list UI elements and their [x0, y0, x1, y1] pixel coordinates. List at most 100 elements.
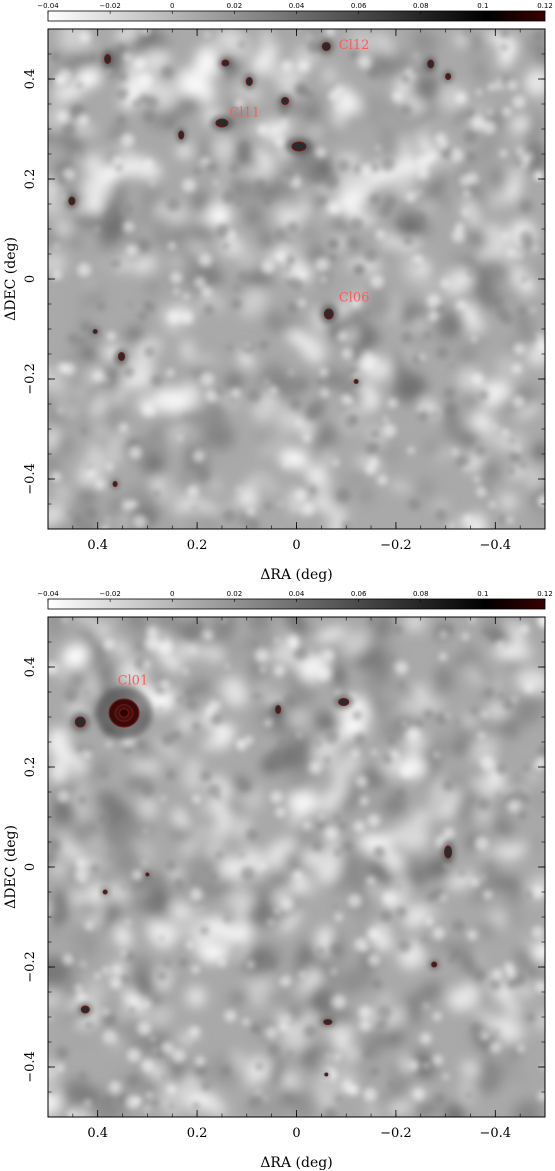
texture-dot [371, 356, 378, 363]
cluster-label: Cl12 [339, 38, 370, 53]
source-3 [273, 701, 283, 718]
texture-dot [356, 775, 368, 788]
texture-dot [478, 390, 489, 401]
texture-dot [150, 181, 155, 187]
source-contour [291, 141, 307, 152]
colorbar-tick-label: −0.02 [99, 2, 120, 10]
texture-dot [351, 749, 360, 758]
texture-dot [62, 617, 69, 623]
texture-dot [247, 389, 261, 403]
noise-blob [338, 696, 365, 716]
texture-dot [463, 129, 478, 144]
noise-blob [247, 658, 266, 680]
texture-dot [382, 423, 397, 438]
noise-blob [326, 783, 347, 805]
texture-dot [231, 299, 242, 310]
texture-dot [146, 626, 158, 638]
texture-dot [262, 1095, 268, 1101]
texture-dot [106, 331, 117, 341]
texture-dot [398, 680, 405, 688]
noise-blob [526, 342, 545, 367]
texture-dot [202, 630, 214, 641]
noise-blob [136, 797, 158, 821]
noise-blob [154, 736, 182, 763]
texture-dot [84, 690, 90, 695]
texture-dot [123, 744, 133, 755]
texture-dot [285, 278, 293, 287]
texture-dot [315, 147, 327, 158]
noise-blob [183, 407, 205, 426]
texture-dot [274, 908, 280, 914]
texture-dot [159, 639, 174, 654]
texture-dot [517, 306, 527, 316]
texture-dot [57, 174, 68, 185]
texture-dot [369, 457, 379, 467]
texture-dot [341, 348, 353, 360]
texture-dot [455, 300, 467, 311]
texture-dot [289, 398, 302, 411]
noise-blob [522, 937, 535, 950]
texture-dot [519, 199, 533, 213]
texture-dot [391, 90, 404, 103]
texture-dot [285, 255, 296, 265]
texture-dot [259, 666, 267, 673]
texture-dot [295, 514, 300, 519]
texture-dot [167, 241, 177, 250]
noise-blob [160, 653, 183, 672]
texture-dot [165, 860, 176, 872]
texture-dot [144, 346, 155, 358]
texture-dot [286, 302, 299, 314]
noise-blob [140, 184, 165, 209]
noise-blob [391, 354, 409, 386]
noise-blob [335, 92, 361, 116]
y-tick-label: −0.4 [23, 463, 38, 495]
texture-dot [247, 960, 255, 969]
noise-blob [462, 715, 476, 728]
texture-dot [363, 1087, 377, 1102]
texture-dot [74, 868, 88, 883]
texture-dot [367, 814, 381, 827]
noise-blob [525, 466, 543, 490]
source-15 [352, 377, 360, 386]
noise-blob [175, 641, 202, 659]
texture-dot [263, 198, 272, 206]
noise-blob [126, 957, 156, 990]
texture-dot [247, 519, 260, 529]
noise-blob [386, 852, 404, 874]
texture-dot [473, 476, 481, 483]
texture-dot [118, 72, 127, 82]
texture-dot [328, 202, 341, 215]
texture-dot [297, 85, 309, 97]
texture-dot [106, 463, 114, 471]
texture-dot [306, 90, 315, 99]
texture-dot [507, 467, 515, 475]
source-10 [320, 1017, 336, 1027]
texture-dot [80, 961, 86, 967]
source-contour [102, 889, 108, 895]
noise-blob [184, 705, 211, 720]
source-1 [95, 686, 153, 740]
texture-dot [523, 764, 530, 772]
noise-blob [97, 233, 118, 248]
x-tick-label: 0.4 [87, 1126, 108, 1141]
texture-dot [173, 288, 180, 295]
texture-dot [207, 783, 222, 798]
texture-dot [377, 474, 388, 486]
noise-blob [78, 692, 90, 706]
texture-dot [103, 1013, 117, 1026]
noise-blob [320, 66, 337, 84]
noise-blob [227, 178, 256, 193]
x-tick-label: 0 [292, 538, 300, 553]
texture-dot [297, 60, 310, 72]
noise-blob [363, 286, 390, 310]
noise-blob [477, 132, 498, 165]
noise-blob [220, 29, 251, 59]
noise-blob [66, 923, 94, 952]
noise-blob [281, 1087, 294, 1105]
noise-blob [359, 93, 388, 126]
noise-blob [503, 1009, 515, 1023]
noise-blob [314, 711, 342, 736]
texture-dot [444, 624, 455, 635]
texture-dot [238, 271, 247, 280]
texture-dot [146, 896, 160, 909]
